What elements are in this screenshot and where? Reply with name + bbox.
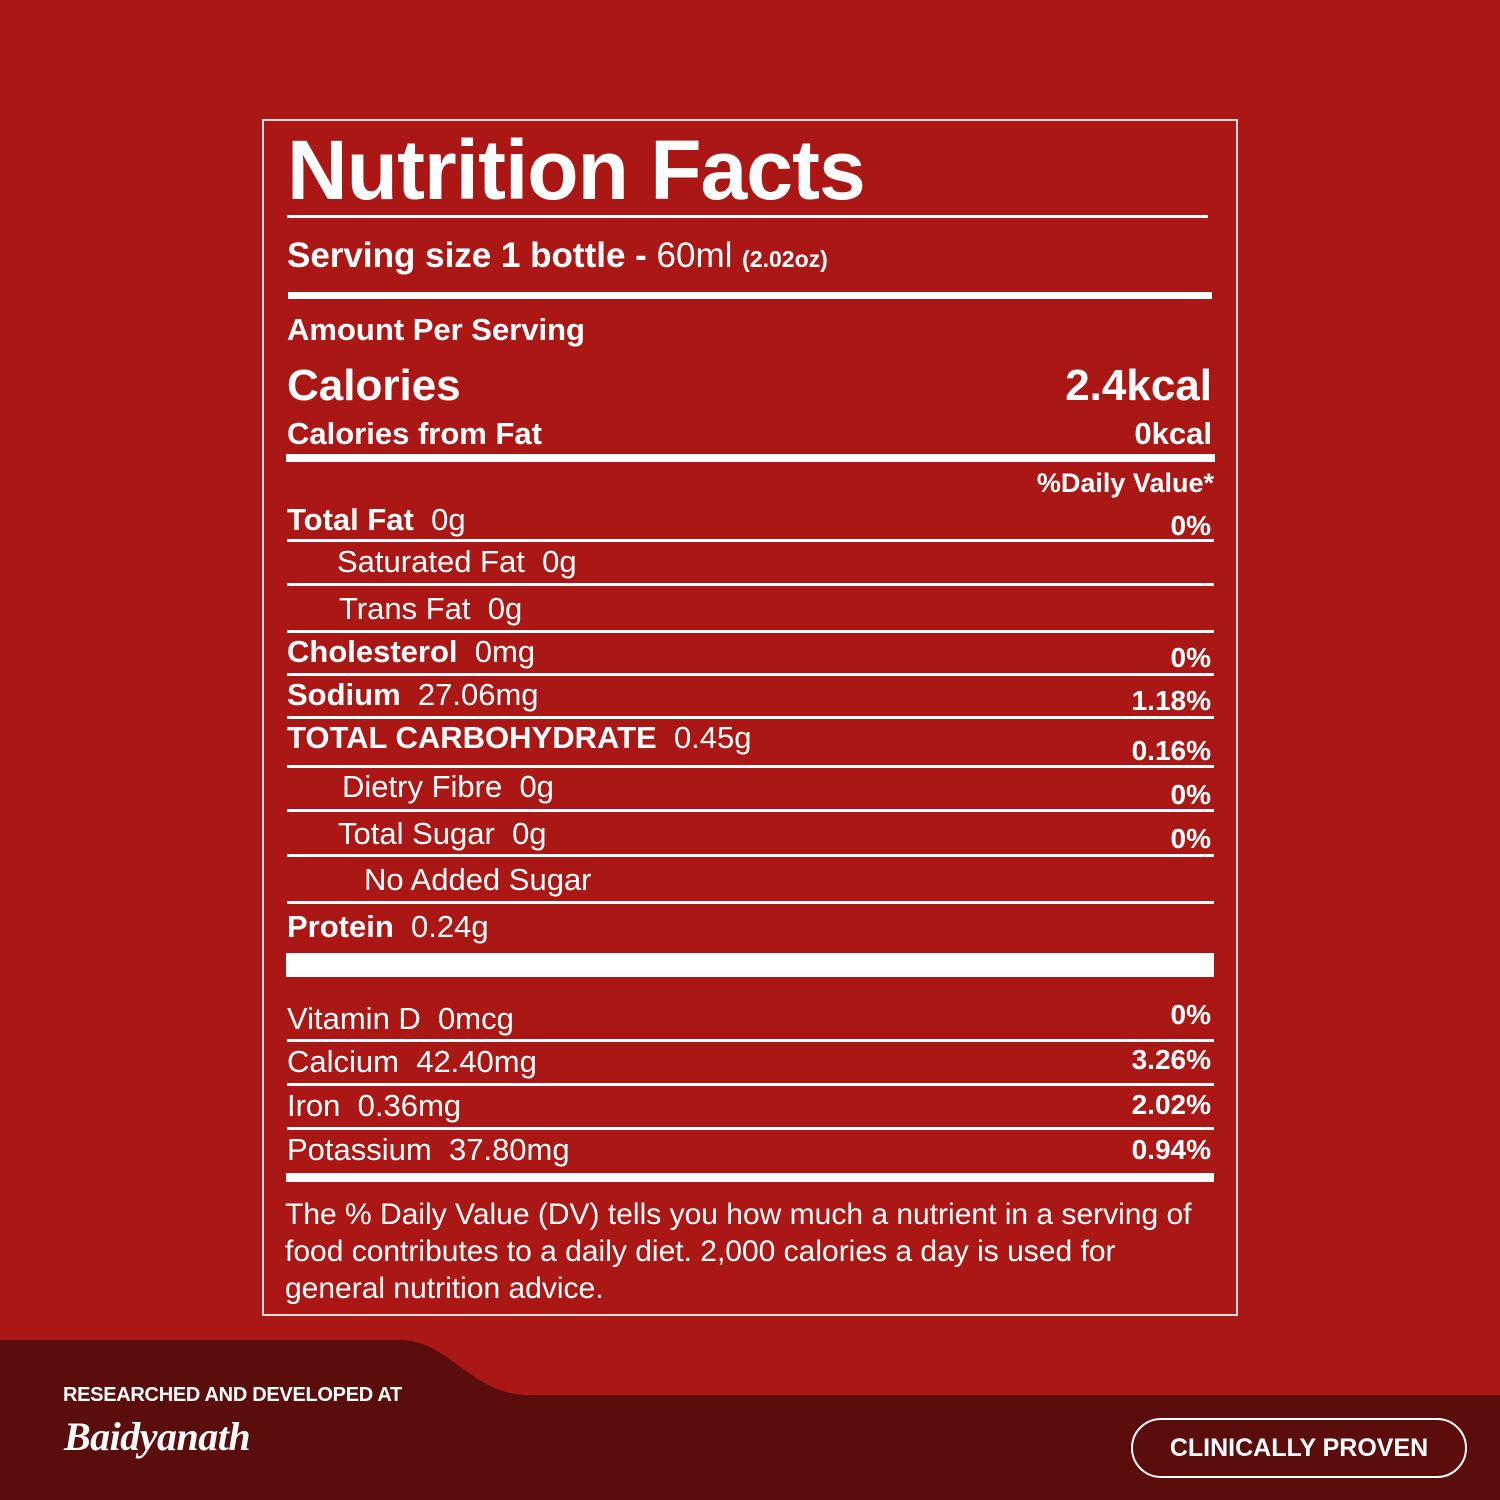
nutrient-amount: 0.24g xyxy=(411,909,489,944)
daily-value-header: %Daily Value* xyxy=(1036,468,1214,498)
nutrient-dv: 1.18% xyxy=(1131,685,1211,716)
rule-row xyxy=(287,809,1214,812)
vitamin-dv: 2.02% xyxy=(1131,1089,1211,1120)
rule-vitamins xyxy=(286,1173,1214,1182)
vitamin-dv: 0.94% xyxy=(1131,1134,1211,1165)
nutrient-name: No Added Sugar xyxy=(364,862,592,897)
nutrient-row: Saturated Fat 0g xyxy=(337,546,577,577)
calories-fat-value: 0kcal xyxy=(1134,416,1212,451)
amount-per-serving: Amount Per Serving xyxy=(287,312,585,347)
rule-row xyxy=(287,765,1214,768)
rule-calories xyxy=(286,454,1215,462)
nutrient-name: Trans Fat xyxy=(339,591,471,626)
nutrient-dv: 0% xyxy=(1170,642,1211,673)
nutrient-amount: 27.06mg xyxy=(417,677,539,712)
nutrient-row: Total Sugar 0g xyxy=(338,818,547,849)
label-title: Nutrition Facts xyxy=(287,123,866,217)
nutrient-dv: 0% xyxy=(1170,823,1211,854)
calories-value: 2.4kcal xyxy=(1065,361,1212,410)
vitamin-name: Calcium xyxy=(287,1044,399,1079)
nutrient-name: Total Sugar xyxy=(338,816,495,851)
vitamin-amount: 37.80mg xyxy=(448,1132,570,1167)
nutrient-name: Protein xyxy=(287,909,394,944)
rule-row xyxy=(287,1127,1214,1130)
nutrient-row: Cholesterol 0mg xyxy=(287,636,535,667)
calories-fat-label: Calories from Fat xyxy=(287,416,542,451)
rule-row xyxy=(287,630,1214,633)
vitamin-row: Calcium 42.40mg xyxy=(287,1046,537,1077)
bottom-band-shape xyxy=(0,1340,1500,1500)
vitamin-amount: 0.36mg xyxy=(357,1088,462,1123)
bottom-band xyxy=(0,1340,1500,1500)
nutrition-panel xyxy=(262,119,1238,1316)
clinically-proven-badge: CLINICALLY PROVEN xyxy=(1131,1418,1467,1478)
rule-row xyxy=(287,716,1214,719)
vitamin-amount: 0mcg xyxy=(438,1001,514,1036)
vitamin-row: Vitamin D 0mcg xyxy=(287,1003,514,1034)
rule-row xyxy=(287,583,1214,586)
vitamin-dv: 3.26% xyxy=(1131,1044,1211,1075)
vitamin-name: Vitamin D xyxy=(287,1001,421,1036)
nutrient-amount: 0g xyxy=(519,769,554,804)
serving-oz: (2.02oz) xyxy=(742,246,828,272)
rule-thick xyxy=(286,953,1214,977)
rule-row xyxy=(287,1083,1214,1086)
nutrient-amount: 0.45g xyxy=(673,720,752,755)
vitamin-row: Potassium 37.80mg xyxy=(287,1134,570,1165)
nutrient-row: No Added Sugar xyxy=(364,864,592,895)
nutrient-dv: 0.16% xyxy=(1131,735,1211,766)
brand-logo: Baidyanath xyxy=(64,1414,251,1459)
nutrient-amount: 0g xyxy=(487,591,523,626)
rule-row xyxy=(287,673,1214,676)
vitamin-amount: 42.40mg xyxy=(416,1044,537,1079)
nutrient-name: TOTAL CARBOHYDRATE xyxy=(287,720,657,755)
rule-title xyxy=(287,215,1208,218)
rule-row xyxy=(287,854,1214,857)
vitamin-name: Potassium xyxy=(287,1132,432,1167)
nutrient-name: Cholesterol xyxy=(287,634,458,669)
rule-row xyxy=(287,1039,1214,1042)
nutrient-row: TOTAL CARBOHYDRATE 0.45g xyxy=(287,722,752,753)
nutrient-row: Protein 0.24g xyxy=(287,911,489,942)
nutrient-amount: 0g xyxy=(542,544,577,579)
vitamin-dv: 0% xyxy=(1170,999,1211,1030)
nutrient-name: Sodium xyxy=(287,677,401,712)
nutrient-row: Total Fat 0g xyxy=(287,504,466,535)
rule-serving xyxy=(288,292,1212,299)
nutrient-amount: 0mg xyxy=(474,634,536,669)
calories-label: Calories xyxy=(287,361,461,410)
nutrient-amount: 0g xyxy=(512,816,547,851)
nutrient-row: Sodium 27.06mg xyxy=(287,679,539,710)
vitamin-row: Iron 0.36mg xyxy=(287,1090,461,1121)
nutrient-amount: 0g xyxy=(431,502,466,537)
nutrient-dv: 0% xyxy=(1170,779,1211,810)
researched-text: RESEARCHED AND DEVELOPED AT xyxy=(63,1384,402,1406)
nutrient-row: Trans Fat 0g xyxy=(339,593,522,624)
footnote: The % Daily Value (DV) tells you how muc… xyxy=(285,1198,1192,1305)
nutrient-name: Dietry Fibre xyxy=(342,769,503,804)
nutrient-name: Total Fat xyxy=(287,502,414,537)
nutrient-row: Dietry Fibre 0g xyxy=(342,771,554,802)
nutrient-name: Saturated Fat xyxy=(337,544,525,579)
vitamin-name: Iron xyxy=(287,1088,341,1123)
serving-size: Serving size 1 bottle - 60ml (2.02oz) xyxy=(287,238,828,273)
nutrient-dv: 0% xyxy=(1170,510,1211,541)
rule-row xyxy=(287,539,1214,542)
serving-prefix: Serving size 1 bottle - xyxy=(287,236,657,275)
serving-amount: 60ml xyxy=(656,236,733,275)
rule-row xyxy=(287,901,1214,904)
